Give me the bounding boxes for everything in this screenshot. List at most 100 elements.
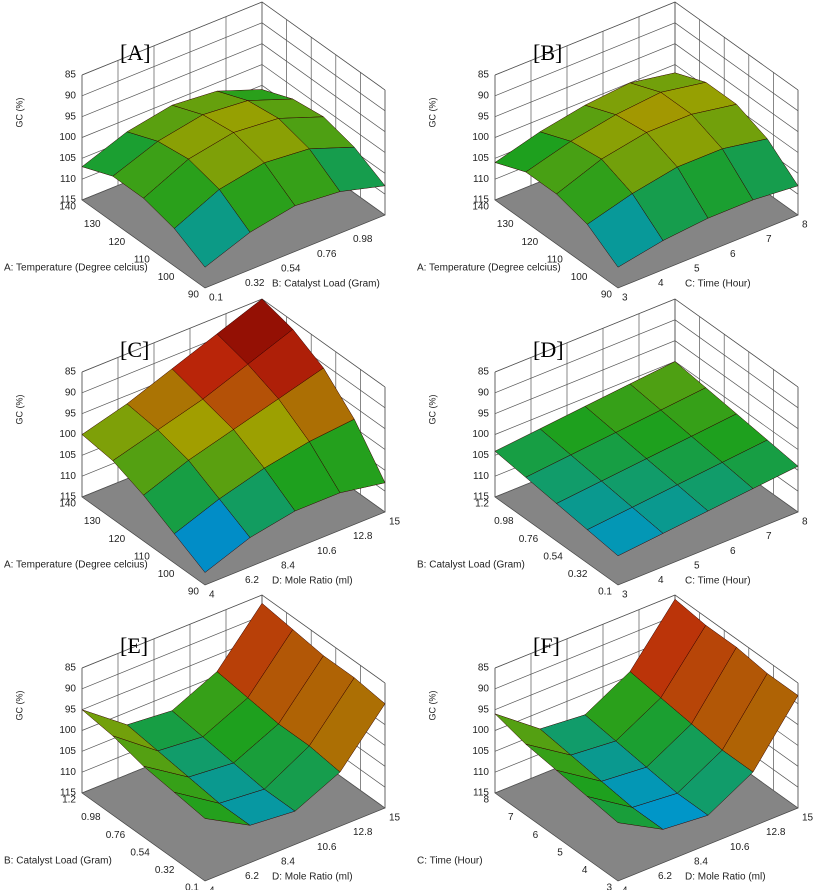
z-tick-label: 115 <box>473 492 489 503</box>
z-tick-label: 110 <box>473 767 489 778</box>
z-tick-label: 105 <box>59 153 76 164</box>
z-tick-label: 105 <box>472 450 489 461</box>
x-tick-label: 110 <box>134 551 150 562</box>
x-tick-label: 5 <box>557 847 563 858</box>
z-tick-label: 110 <box>473 471 489 482</box>
x-tick-label: 90 <box>188 290 200 301</box>
z-tick-label: 95 <box>65 408 77 419</box>
y-tick-label: 7 <box>766 234 772 245</box>
x-tick-label: 6 <box>533 830 539 841</box>
y-tick-label: 6 <box>730 546 736 557</box>
z-tick-label: 95 <box>65 704 77 715</box>
x-tick-label: 0.98 <box>494 516 514 527</box>
z-tick-label: 105 <box>472 746 489 757</box>
z-tick-label: 115 <box>60 195 76 206</box>
surface-patch <box>173 498 251 573</box>
x-tick-label: 0.76 <box>519 534 539 545</box>
z-tick-label: 110 <box>473 174 489 185</box>
y-axis-title: D: Mole Ratio (ml) <box>272 576 353 587</box>
y-tick-label: 15 <box>389 517 401 528</box>
y-tick-label: 0.76 <box>317 249 337 260</box>
x-tick-label: 110 <box>134 254 150 265</box>
y-axis-title: C: Time (Hour) <box>685 279 751 290</box>
x-tick-label: 3 <box>606 883 612 890</box>
panel: 85 90 95 100 105 110 115 90 100 110 120 130 140 3 4 5 6 7… <box>417 1 808 304</box>
y-tick-label: 0.98 <box>353 234 373 245</box>
z-axis-title: GC (%) <box>14 395 24 425</box>
panel-label: [A] <box>120 40 151 65</box>
y-tick-label: 15 <box>802 813 814 824</box>
x-tick-label: 0.32 <box>568 569 588 580</box>
surface-patch <box>586 507 664 557</box>
z-tick-label: 90 <box>478 683 490 694</box>
z-axis-title: GC (%) <box>14 98 24 128</box>
y-tick-label: 10.6 <box>730 842 750 853</box>
x-tick-label: 7 <box>508 812 514 823</box>
z-axis-title: GC (%) <box>427 98 437 128</box>
x-axis-title: C: Time (Hour) <box>417 856 483 867</box>
y-tick-label: 12.8 <box>353 531 373 542</box>
y-axis-title: B: Catalyst Load (Gram) <box>272 279 380 290</box>
panel: 85 90 95 100 105 110 115 90 100 110 120 130 140 4 6.2 8… <box>4 298 401 601</box>
y-tick-label: 4 <box>658 278 664 289</box>
z-tick-label: 100 <box>59 132 76 143</box>
x-tick-label: 0.54 <box>543 551 563 562</box>
y-tick-label: 12.8 <box>766 827 786 838</box>
y-tick-label: 8.4 <box>694 856 708 867</box>
z-tick-label: 85 <box>65 367 77 378</box>
z-tick-label: 105 <box>59 450 76 461</box>
y-tick-label: 5 <box>694 560 700 571</box>
x-axis-title: A: Temperature (Degree celcius) <box>417 263 561 274</box>
y-tick-label: 8 <box>802 220 808 231</box>
z-tick-label: 90 <box>65 90 77 101</box>
z-tick-label: 85 <box>478 367 490 378</box>
z-tick-label: 85 <box>65 663 77 674</box>
y-tick-label: 8.4 <box>281 856 295 867</box>
y-tick-label: 4 <box>622 886 628 890</box>
x-axis-title: A: Temperature (Degree celcius) <box>4 560 148 571</box>
y-tick-label: 6.2 <box>245 575 259 586</box>
x-tick-label: 100 <box>571 272 588 283</box>
panel: 8590951001051101150.10.320.540.760.981.2… <box>417 298 808 601</box>
z-tick-label: 105 <box>59 746 76 757</box>
panel: 85 90 95 100 105 110 115 90 100 110 120 130 140 0.1 0.… <box>4 1 386 304</box>
z-tick-label: 100 <box>59 725 76 736</box>
z-tick-label: 100 <box>59 429 76 440</box>
x-axis-title: B: Catalyst Load (Gram) <box>4 856 112 867</box>
y-tick-label: 3 <box>622 293 628 304</box>
y-tick-label: 0.32 <box>245 278 265 289</box>
x-tick-label: 140 <box>59 499 76 510</box>
y-axis-title: D: Mole Ratio (ml) <box>272 872 353 883</box>
surface-patch <box>174 792 251 826</box>
x-tick-label: 130 <box>84 516 101 527</box>
x-tick-label: 120 <box>109 534 126 545</box>
panel-label: [C] <box>120 337 149 362</box>
z-tick-label: 85 <box>65 70 77 81</box>
z-tick-label: 90 <box>478 387 490 398</box>
x-tick-label: 100 <box>158 272 175 283</box>
y-tick-label: 4 <box>209 886 215 890</box>
z-tick-label: 115 <box>473 195 489 206</box>
z-tick-label: 110 <box>60 767 76 778</box>
x-tick-label: 0.54 <box>130 847 150 858</box>
z-tick-label: 85 <box>478 663 490 674</box>
x-tick-label: 90 <box>601 290 613 301</box>
panel-label: [B] <box>533 40 562 65</box>
x-tick-label: 0.98 <box>81 812 101 823</box>
z-tick-label: 100 <box>472 725 489 736</box>
x-tick-label: 140 <box>59 202 76 213</box>
x-tick-label: 1.2 <box>62 795 76 806</box>
x-tick-label: 1.2 <box>475 499 489 510</box>
y-tick-label: 5 <box>694 263 700 274</box>
z-tick-label: 110 <box>60 174 76 185</box>
x-tick-label: 4 <box>582 865 588 876</box>
x-tick-label: 0.1 <box>185 883 199 890</box>
x-tick-label: 0.1 <box>598 587 612 598</box>
y-tick-label: 6.2 <box>245 871 259 882</box>
y-tick-label: 6 <box>730 249 736 260</box>
y-tick-label: 4 <box>658 575 664 586</box>
surface-patch <box>587 796 664 830</box>
x-tick-label: 110 <box>547 254 563 265</box>
